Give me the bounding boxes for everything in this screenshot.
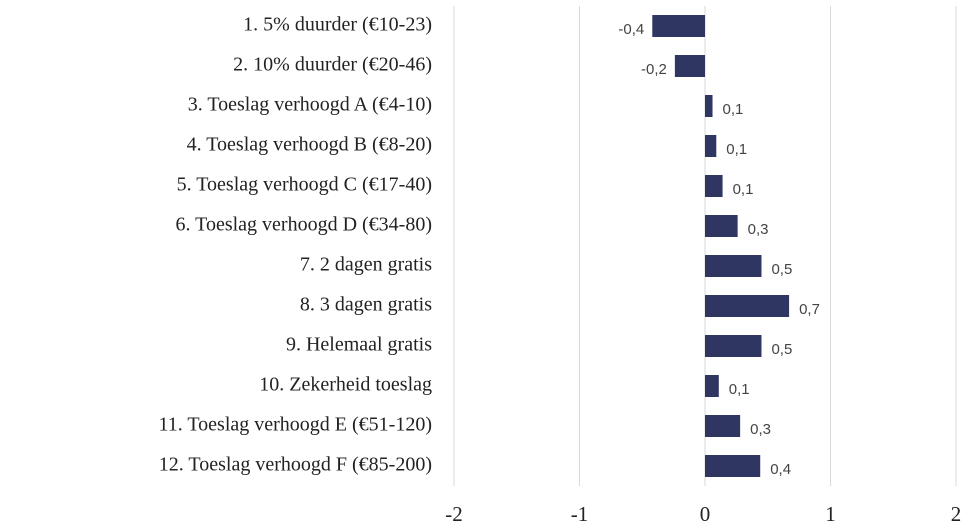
y-tick-label: 8. 3 dagen gratis: [300, 294, 432, 316]
bar: [705, 375, 719, 397]
value-label: 0,5: [771, 261, 792, 278]
bar: [705, 215, 738, 237]
bar: [705, 455, 761, 477]
bar: [652, 15, 705, 37]
y-tick-label: 1. 5% duurder (€10-23): [243, 14, 432, 36]
bar: [674, 55, 705, 77]
value-label: 0,3: [750, 421, 771, 438]
y-tick-label: 5. Toeslag verhoogd C (€17-40): [177, 174, 432, 196]
x-tick-label: -2: [445, 502, 463, 526]
y-tick-label: 11. Toeslag verhoogd E (€51-120): [158, 414, 432, 436]
bar: [705, 95, 713, 117]
y-tick-label: 6. Toeslag verhoogd D (€34-80): [175, 214, 432, 236]
y-tick-label: 4. Toeslag verhoogd B (€8-20): [187, 134, 432, 156]
y-tick-label: 12. Toeslag verhoogd F (€85-200): [159, 454, 432, 476]
x-tick-label: 0: [700, 502, 711, 526]
y-tick-label: 7. 2 dagen gratis: [300, 254, 432, 276]
bar: [705, 175, 723, 197]
value-label: 0,4: [770, 461, 791, 478]
y-tick-label: 2. 10% duurder (€20-46): [233, 54, 432, 76]
x-tick-label: 2: [951, 502, 962, 526]
y-tick-label: 9. Helemaal gratis: [286, 334, 432, 356]
bar: [705, 335, 762, 357]
bar: [705, 295, 790, 317]
bar: [705, 255, 762, 277]
value-label: 0,1: [726, 141, 747, 158]
bar: [705, 415, 741, 437]
value-label: -0,2: [641, 61, 667, 78]
value-label: 0,5: [771, 341, 792, 358]
value-label: 0,1: [729, 381, 750, 398]
value-label: 0,7: [799, 301, 820, 318]
value-label: -0,4: [618, 21, 644, 38]
value-label: 0,1: [733, 181, 754, 198]
y-tick-label: 3. Toeslag verhoogd A (€4-10): [188, 94, 432, 116]
x-tick-label: -1: [571, 502, 589, 526]
value-label: 0,1: [723, 101, 744, 118]
y-tick-label: 10. Zekerheid toeslag: [259, 374, 432, 396]
value-label: 0,3: [748, 221, 769, 238]
bar: [705, 135, 717, 157]
x-tick-label: 1: [825, 502, 836, 526]
